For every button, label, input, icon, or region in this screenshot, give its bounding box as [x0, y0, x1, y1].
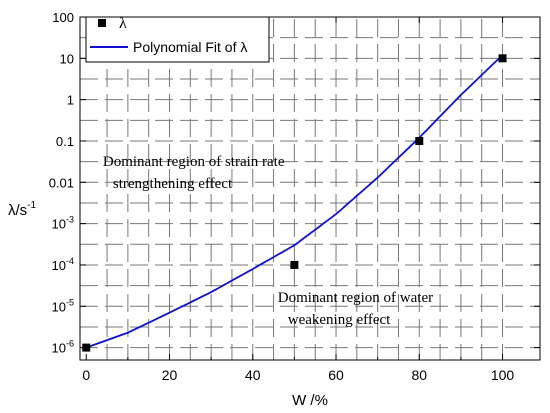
annotation-text: Dominant region of strain rate strengthen…	[103, 154, 285, 192]
y-tick-label: 10-3	[52, 215, 74, 232]
y-tick-label: 0.01	[49, 175, 74, 190]
legend-box	[85, 16, 270, 63]
y-tick-label: 1	[67, 93, 74, 108]
legend-point-label: λ	[119, 15, 127, 32]
y-axis-title: λ/s-1	[8, 200, 37, 219]
x-tick-label: 100	[491, 367, 515, 383]
x-tick-label: 0	[82, 367, 90, 383]
x-tick-label: 20	[162, 367, 178, 383]
axes-ticks: 0 20 40 60 80 100 100 10 1 0.1 0.01 10-3 10-4 10-5 10-…	[49, 10, 540, 383]
data-point	[498, 54, 507, 63]
legend-line-label: Polynomial Fit of λ	[133, 39, 247, 55]
legend: λ Polynomial Fit of λ	[85, 15, 270, 63]
data-point	[82, 343, 91, 352]
data-point	[415, 136, 424, 145]
legend-point-marker	[98, 19, 106, 27]
data-points-group	[82, 54, 507, 352]
x-tick-label: 60	[328, 367, 344, 383]
y-tick-label: 10-4	[52, 256, 74, 273]
y-tick-label: 0.1	[56, 134, 74, 149]
data-point	[290, 260, 299, 269]
annotation-text: Dominant region of water weakening effect	[278, 290, 433, 328]
fit-curve	[85, 54, 504, 349]
y-tick-label: 10-5	[52, 297, 74, 314]
annotations: Dominant region of strain rate strengthen…	[103, 154, 433, 328]
x-tick-label: 40	[245, 367, 261, 383]
y-tick-label: 10-6	[52, 339, 74, 356]
x-tick-label: 80	[411, 367, 427, 383]
y-tick-label: 10	[60, 51, 74, 66]
y-axis-title-superscript: -1	[27, 200, 36, 211]
x-axis-title: W /%	[292, 392, 328, 409]
plot-frame	[79, 16, 541, 361]
fit-curve-group	[85, 54, 504, 349]
grid-lines	[80, 19, 540, 360]
y-tick-label: 100	[52, 10, 74, 25]
